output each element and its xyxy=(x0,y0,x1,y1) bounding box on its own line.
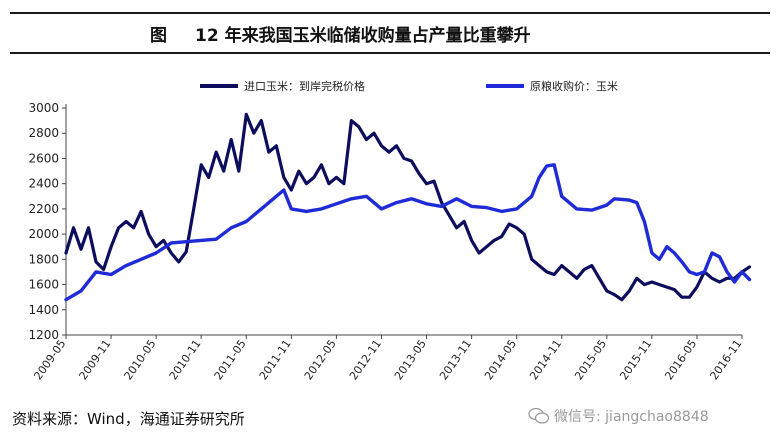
series-line xyxy=(64,112,752,302)
x-tick-label: 2011-11 xyxy=(257,337,294,382)
figure-title-bar: 图 12 年来我国玉米临储收购量占产量比重攀升 xyxy=(10,12,770,54)
x-tick-label: 2010-11 xyxy=(167,337,204,382)
x-tick-label: 2014-05 xyxy=(482,337,519,382)
y-tick-label: 3000 xyxy=(28,101,59,115)
y-tick-label: 1600 xyxy=(28,278,59,292)
y-tick-label: 1800 xyxy=(28,252,59,266)
series-line xyxy=(64,163,752,302)
x-tick-label: 2014-11 xyxy=(527,337,564,382)
y-tick-label: 2600 xyxy=(28,151,59,165)
x-tick-label: 2012-05 xyxy=(302,337,339,382)
watermark-text: 微信号: jiangchao8848 xyxy=(554,409,709,425)
x-tick-label: 2010-05 xyxy=(122,337,159,382)
x-tick-label: 2013-11 xyxy=(437,337,474,382)
x-tick-label: 2012-11 xyxy=(347,337,384,382)
line-chart: 1200 1400 1600 1800 2000 2200 2400 2600 2800 3000… xyxy=(28,79,752,382)
source-note: 资料来源：Wind，海通证券研究所 xyxy=(12,410,245,428)
x-tick-label: 2009-11 xyxy=(77,337,114,382)
x-tick-label: 2015-05 xyxy=(572,337,609,382)
y-tick-label: 1200 xyxy=(28,328,59,342)
legend-label: 进口玉米：到岸完税价格 xyxy=(244,79,365,93)
y-tick-label: 1400 xyxy=(28,303,59,317)
legend-label: 原粮收购价：玉米 xyxy=(530,79,618,93)
y-tick-label: 2200 xyxy=(28,202,59,216)
x-tick-label: 2016-05 xyxy=(662,337,699,382)
y-tick-label: 2400 xyxy=(28,177,59,191)
x-tick-label: 2015-11 xyxy=(617,337,654,382)
figure-prefix: 图 xyxy=(150,25,167,46)
x-tick-label: 2013-05 xyxy=(392,337,429,382)
y-tick-label: 2000 xyxy=(28,227,59,241)
chart-title: 12 年来我国玉米临储收购量占产量比重攀升 xyxy=(195,25,531,46)
x-tick-label: 2009-05 xyxy=(31,337,68,382)
x-tick-label: 2016-11 xyxy=(707,337,744,382)
y-tick-label: 2800 xyxy=(28,126,59,140)
wechat-icon xyxy=(528,407,550,425)
watermark: 微信号: jiangchao8848 xyxy=(528,406,709,426)
x-tick-label: 2011-05 xyxy=(212,337,249,382)
